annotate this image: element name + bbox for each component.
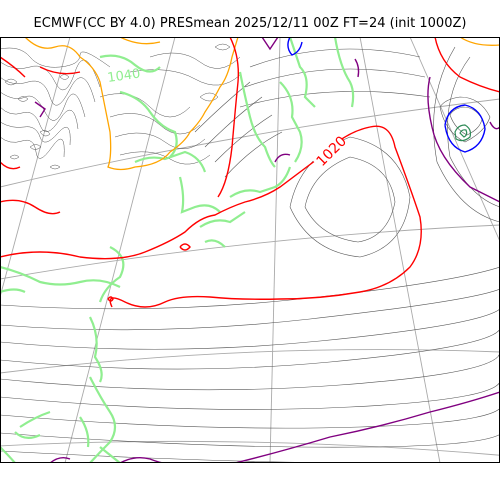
map-title: ECMWF(CC BY 4.0) PRESmean 2025/12/11 00Z…	[33, 16, 467, 31]
continent-contours	[0, 43, 241, 170]
isobar-1020	[0, 37, 500, 308]
low-center	[454, 124, 472, 142]
isobar-1040	[24, 37, 500, 171]
weather-map: 1020 1040	[0, 37, 500, 463]
graticule	[0, 37, 500, 463]
coastlines	[0, 37, 355, 463]
contour-label-1040: 1040	[106, 67, 141, 86]
isobar-1000	[34, 37, 500, 463]
svg-text:1040: 1040	[106, 67, 141, 86]
isobar-980	[287, 37, 486, 153]
